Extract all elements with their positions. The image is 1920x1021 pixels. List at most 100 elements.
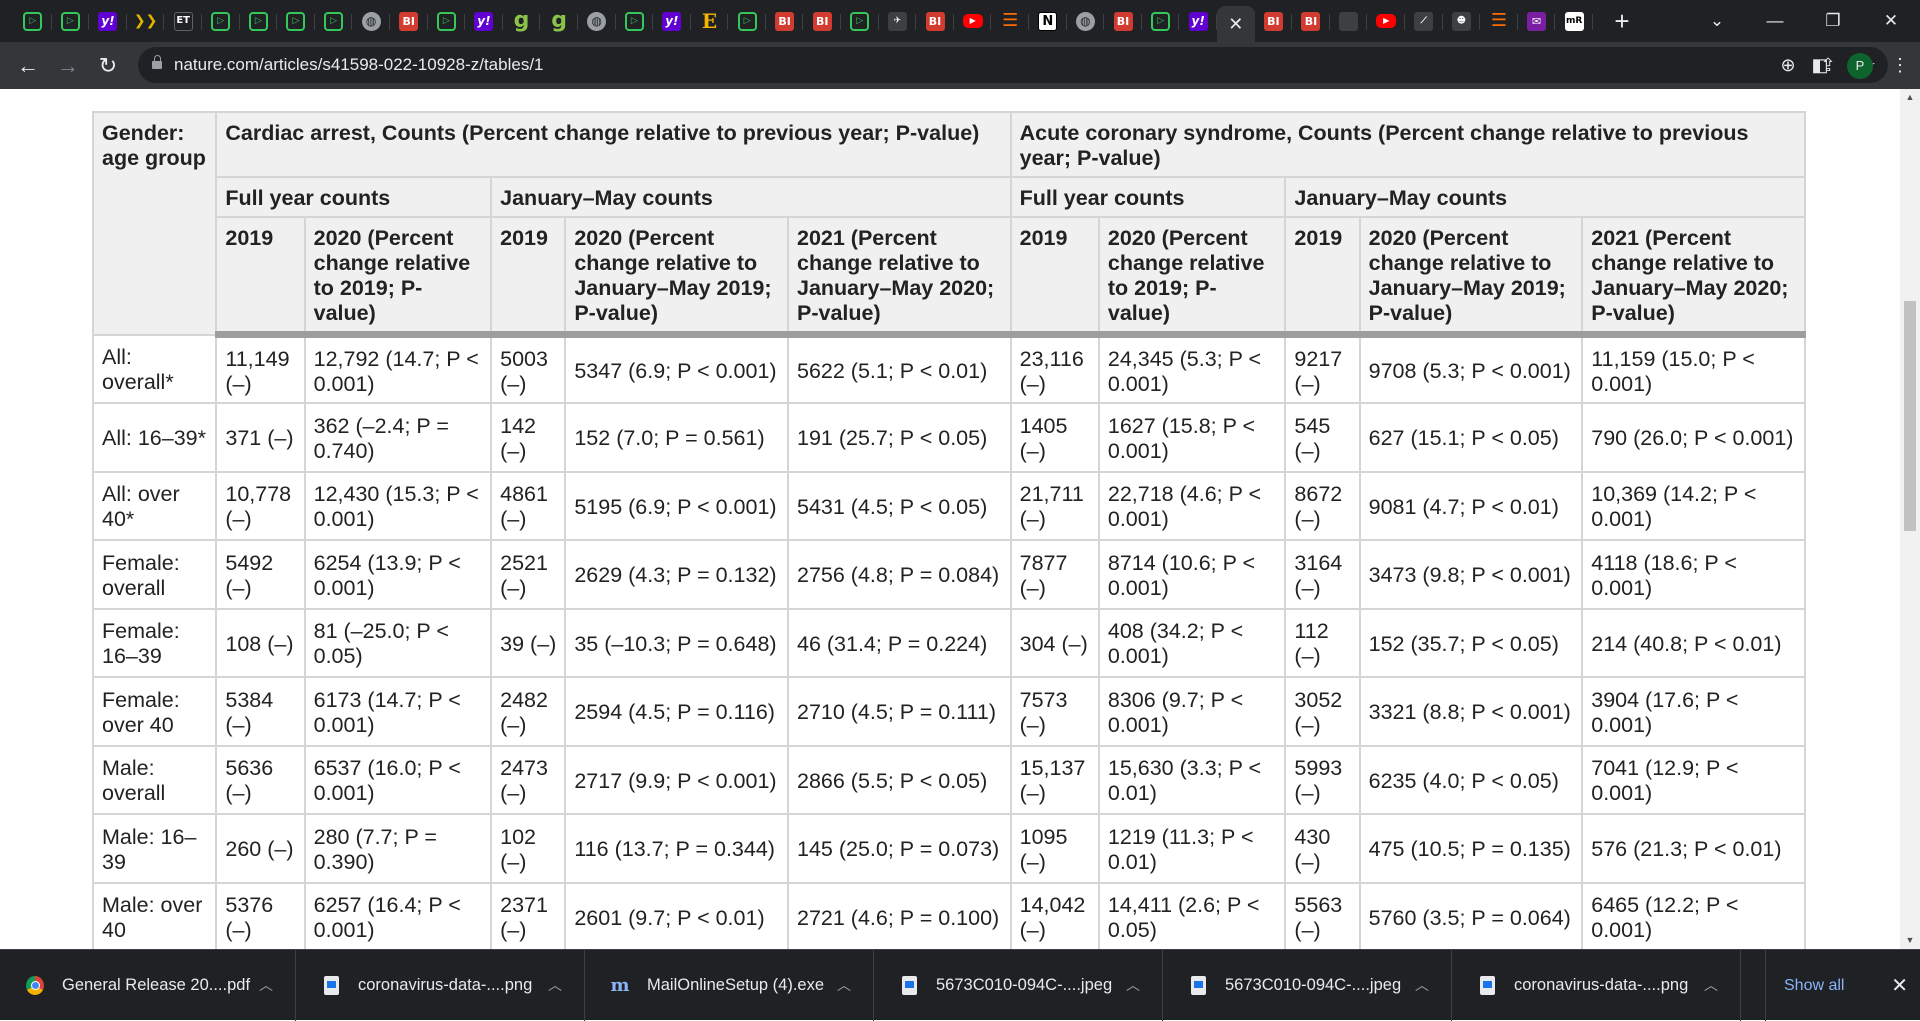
tab[interactable]: ◍: [352, 4, 390, 38]
download-filename[interactable]: coronavirus-data-....png: [358, 975, 533, 994]
chevron-up-icon[interactable]: ︿: [1704, 977, 1718, 993]
tab[interactable]: ▷: [728, 4, 766, 38]
tab[interactable]: ET: [164, 4, 202, 38]
tab[interactable]: ▷: [841, 4, 879, 38]
shelf-close-icon[interactable]: ✕: [1891, 975, 1908, 997]
download-item[interactable]: coronavirus-data-....png ︿: [296, 949, 585, 1021]
file-icon: [1189, 975, 1207, 995]
g-icon: g: [513, 8, 530, 33]
tab[interactable]: ▷: [616, 4, 654, 38]
zoom-icon[interactable]: ⊕: [1780, 54, 1796, 75]
close-icon[interactable]: ✕: [1228, 13, 1244, 34]
table-cell: 2521 (–): [490, 539, 567, 610]
scrollbar-thumb[interactable]: [1904, 301, 1916, 531]
chevron-up-icon[interactable]: ︿: [1126, 977, 1140, 993]
tab[interactable]: BI: [916, 4, 954, 38]
tab[interactable]: BI: [803, 4, 841, 38]
tab[interactable]: ▷: [1142, 4, 1180, 38]
tab[interactable]: g: [503, 4, 541, 38]
tab[interactable]: [1330, 4, 1368, 38]
back-arrow-icon[interactable]: ←: [17, 52, 39, 78]
chevron-up-icon[interactable]: ︿: [1415, 977, 1429, 993]
new-tab-button[interactable]: +: [1614, 5, 1630, 36]
tab[interactable]: y!: [653, 4, 691, 38]
table-cell: 5376 (–): [215, 881, 306, 949]
chevron-up-icon[interactable]: ︿: [259, 977, 273, 993]
tab[interactable]: ✈: [879, 4, 917, 38]
tab[interactable]: mR: [1555, 4, 1593, 38]
tab[interactable]: y!: [89, 4, 127, 38]
tab[interactable]: ◍: [1067, 4, 1105, 38]
chevron-up-icon[interactable]: ︿: [837, 977, 851, 993]
tab[interactable]: ▷: [14, 4, 52, 38]
download-filename[interactable]: 5673C010-094C-....jpeg: [936, 975, 1113, 994]
tab[interactable]: ▶: [954, 4, 992, 38]
tab[interactable]: ❯❯: [127, 4, 165, 38]
tab-active[interactable]: ✕: [1217, 6, 1255, 42]
tab[interactable]: BI: [766, 4, 804, 38]
download-filename[interactable]: 5673C010-094C-....jpeg: [1225, 975, 1402, 994]
download-filename[interactable]: MailOnlineSetup (4).exe: [647, 975, 825, 994]
tab[interactable]: ▷: [202, 4, 240, 38]
download-filename[interactable]: General Release 20....pdf: [62, 975, 251, 994]
tab[interactable]: BI: [1255, 4, 1293, 38]
tab[interactable]: g: [540, 4, 578, 38]
download-item[interactable]: General Release 20....pdf ︿: [0, 949, 296, 1021]
tab[interactable]: y!: [465, 4, 503, 38]
tab[interactable]: ⟋: [1405, 4, 1443, 38]
tab-search-chevron-icon[interactable]: ⌄: [1709, 11, 1725, 30]
profile-avatar[interactable]: P: [1847, 52, 1873, 79]
m-icon: m: [610, 974, 630, 996]
menu-kebab-icon[interactable]: ⋮: [1891, 55, 1909, 75]
forward-arrow-icon[interactable]: →: [57, 52, 79, 78]
tab[interactable]: ▷: [52, 4, 90, 38]
tab[interactable]: BI: [1292, 4, 1330, 38]
table-cell: 5431 (4.5; P < 0.05): [786, 470, 1012, 541]
tab[interactable]: ▷: [240, 4, 278, 38]
download-shelf: General Release 20....pdf ︿ coronavirus-da…: [0, 949, 1920, 1021]
chevron-up-icon[interactable]: ︿: [548, 977, 562, 993]
download-item[interactable]: 5673C010-094C-....jpeg ︿: [1163, 949, 1452, 1021]
tab[interactable]: ☻: [1443, 4, 1481, 38]
tab[interactable]: ◍: [578, 4, 616, 38]
tab[interactable]: BI: [1104, 4, 1142, 38]
scroll-up-arrow-icon[interactable]: ▲: [1905, 92, 1915, 102]
restore-icon[interactable]: ❐: [1825, 11, 1841, 30]
tab[interactable]: y!: [1179, 4, 1217, 38]
tab[interactable]: ▷: [315, 4, 353, 38]
tab[interactable]: E: [691, 4, 729, 38]
table-cell: 23,116 (–): [1009, 333, 1100, 404]
url-text[interactable]: nature.com/articles/s41598-022-10928-z/t…: [174, 55, 544, 74]
tab[interactable]: ▶: [1367, 4, 1405, 38]
tab[interactable]: ▷: [428, 4, 466, 38]
show-all-button[interactable]: Show all: [1765, 950, 1862, 1021]
tab[interactable]: ✉: [1518, 4, 1556, 38]
table-cell: 142 (–): [490, 402, 567, 473]
tab[interactable]: ☰: [1480, 4, 1518, 38]
table-cell: 10,778 (–): [215, 470, 306, 541]
header-ca-full-year: Full year counts: [215, 176, 493, 218]
scroll-down-arrow-icon[interactable]: ▼: [1905, 935, 1915, 945]
download-filename[interactable]: coronavirus-data-....png: [1514, 975, 1689, 994]
bi-icon: BI: [925, 11, 945, 31]
window-close-icon[interactable]: ✕: [1883, 11, 1899, 30]
tab[interactable]: BI: [390, 4, 428, 38]
table-cell: 116 (13.7; P = 0.344): [564, 813, 789, 884]
table-cell: 12,430 (15.3; P < 0.001): [303, 470, 493, 541]
side-panel-icon[interactable]: ◧: [1811, 55, 1829, 75]
reload-icon[interactable]: ↻: [98, 52, 118, 78]
minimize-icon[interactable]: —: [1766, 11, 1784, 30]
tab[interactable]: ▷: [277, 4, 315, 38]
lock-icon[interactable]: [152, 55, 162, 69]
address-bar[interactable]: nature.com/articles/s41598-022-10928-z/t…: [138, 47, 1888, 83]
download-item[interactable]: m MailOnlineSetup (4).exe ︿: [585, 949, 874, 1021]
vertical-scrollbar[interactable]: ▲ ▼: [1900, 89, 1920, 949]
blank-icon: [1339, 11, 1359, 31]
tab[interactable]: ☰: [991, 4, 1029, 38]
download-item[interactable]: coronavirus-data-....png ︿: [1452, 949, 1741, 1021]
mr-icon: mR: [1564, 11, 1584, 31]
table-cell: 7877 (–): [1009, 539, 1100, 610]
download-item[interactable]: 5673C010-094C-....jpeg ︿: [874, 949, 1163, 1021]
share-icon[interactable]: ⇪: [1820, 54, 1836, 75]
tab[interactable]: N: [1029, 4, 1067, 38]
